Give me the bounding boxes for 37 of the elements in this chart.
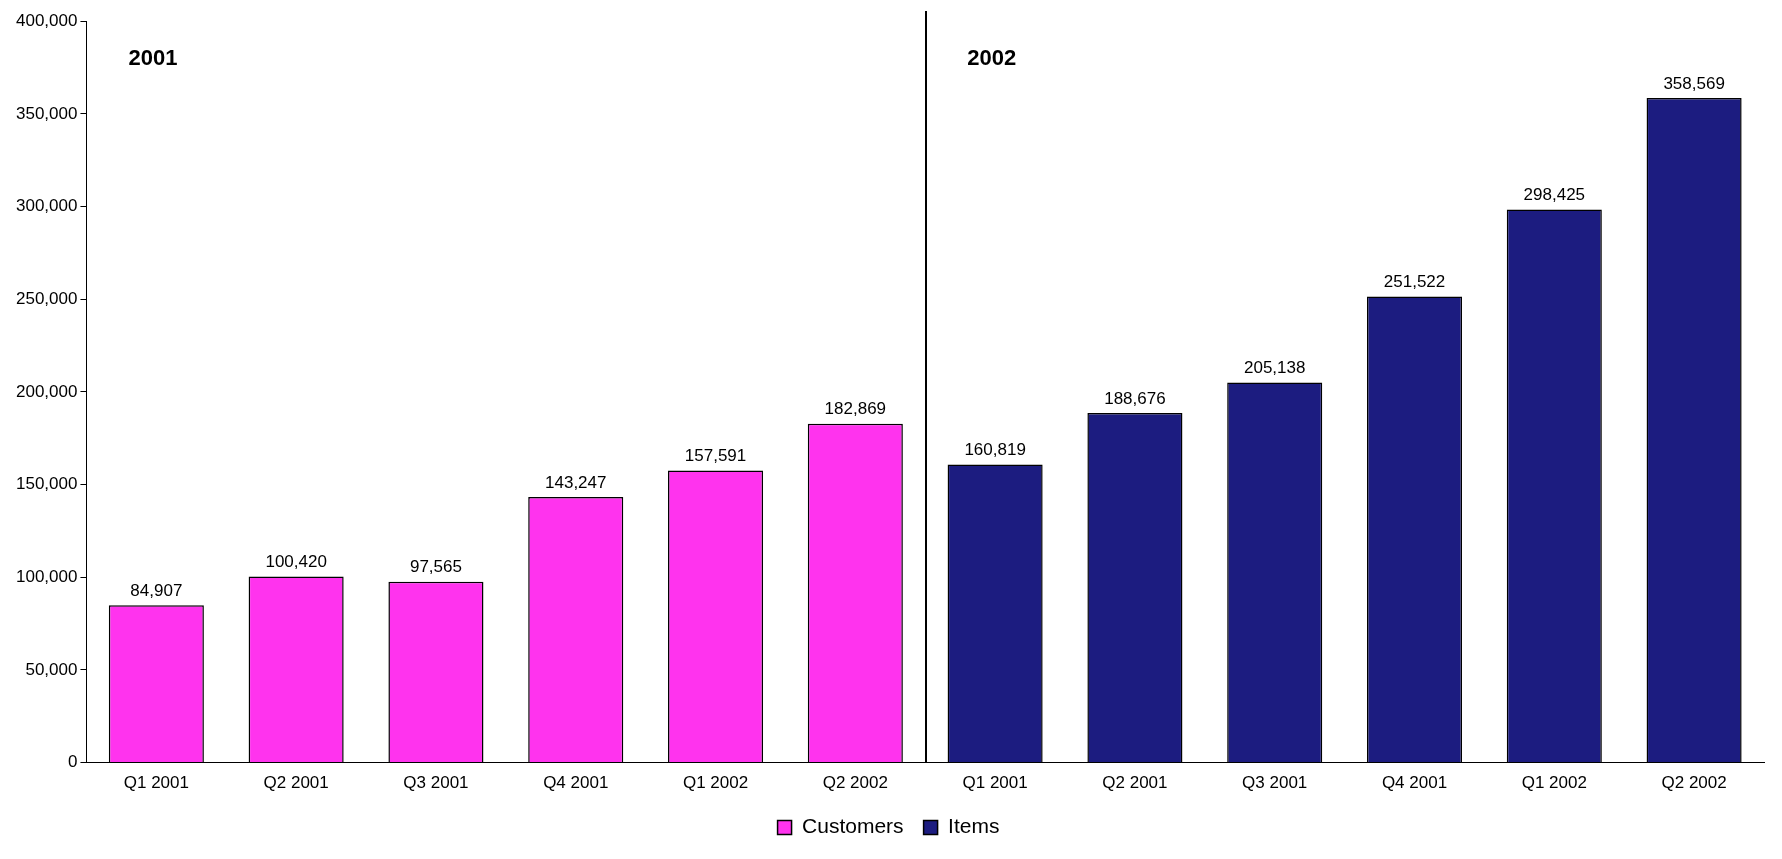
- x-tick-label: Q1 2001: [123, 773, 189, 793]
- data-label: 182,869: [824, 399, 887, 419]
- y-tick-label: 0: [67, 752, 78, 772]
- data-label: 143,247: [545, 472, 607, 492]
- y-tick-label: 400,000: [16, 10, 78, 30]
- x-tick-label: Q2 2001: [1102, 773, 1168, 793]
- legend-label: Customers: [802, 814, 904, 838]
- data-label: 84,907: [130, 580, 183, 600]
- legend-label: Items: [948, 814, 1000, 838]
- x-tick-label: Q1 2002: [1521, 773, 1587, 793]
- x-tick-label: Q4 2001: [543, 773, 609, 793]
- y-tick-label: 300,000: [16, 196, 78, 216]
- x-tick-label: Q2 2002: [822, 773, 888, 793]
- data-label: 188,676: [1104, 388, 1166, 408]
- x-tick-label: Q1 2002: [682, 773, 749, 793]
- y-tick-label: 150,000: [16, 474, 78, 494]
- y-tick-label: 350,000: [16, 103, 78, 123]
- data-label: 251,522: [1383, 272, 1446, 292]
- y-tick-label: 100,000: [16, 566, 78, 586]
- x-tick-label: Q3 2001: [1242, 773, 1308, 793]
- annotation: 2002: [967, 45, 1017, 71]
- x-tick-label: Q1 2001: [962, 773, 1028, 793]
- x-tick-label: Q4 2001: [1381, 773, 1448, 793]
- data-label: 205,138: [1243, 358, 1306, 378]
- x-tick-label: Q3 2001: [403, 773, 469, 793]
- x-tick-label: Q2 2001: [263, 773, 329, 793]
- x-tick-label: Q2 2002: [1661, 773, 1727, 793]
- data-label: 97,565: [409, 557, 462, 577]
- data-label: 160,819: [964, 440, 1026, 460]
- data-label: 298,425: [1523, 185, 1586, 205]
- annotation: 2001: [128, 45, 178, 71]
- y-tick-label: 50,000: [25, 659, 78, 679]
- data-label: 157,591: [684, 446, 747, 466]
- y-tick-label: 200,000: [16, 381, 78, 401]
- data-label: 358,569: [1663, 73, 1725, 93]
- y-tick-label: 250,000: [16, 288, 78, 308]
- data-label: 100,420: [265, 552, 327, 572]
